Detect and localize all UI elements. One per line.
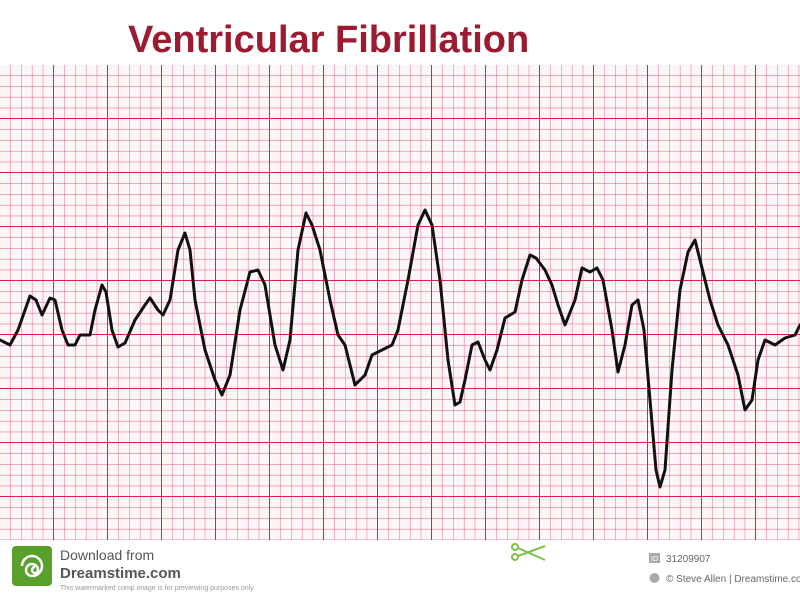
ecg-trace xyxy=(0,208,800,489)
logo xyxy=(12,546,52,586)
id-text: 31209907 xyxy=(666,554,711,565)
footer-bg xyxy=(0,540,800,597)
credit-text: © Steve Allen | Dreamstime.com xyxy=(666,574,800,585)
id-label: ID xyxy=(651,556,658,563)
ecg-grid xyxy=(0,65,800,540)
scissors-icon xyxy=(511,543,546,561)
notice-text: This watermarked comp image is for previ… xyxy=(60,585,255,592)
credit-icon xyxy=(649,573,660,583)
site-text: Dreamstime.com xyxy=(60,565,181,582)
footer: Download from Dreamstime.com This waterm… xyxy=(0,540,800,597)
title: Ventricular Fibrillation xyxy=(128,19,529,61)
download-text: Download from xyxy=(60,547,154,563)
id-box xyxy=(649,553,660,563)
logo-swirl xyxy=(20,554,44,578)
